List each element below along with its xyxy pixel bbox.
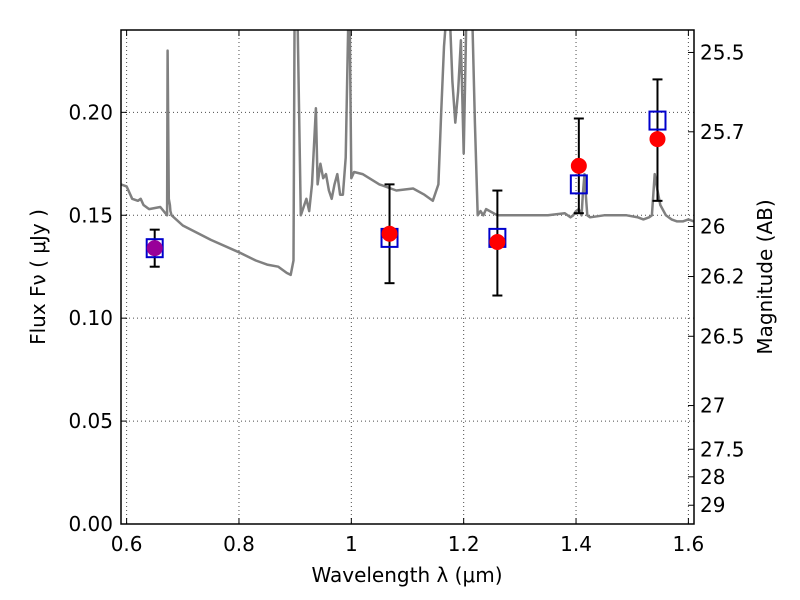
y-axis-left: 0.00 0.05 0.10 0.15 0.20 (68, 100, 127, 536)
x-tick-label: 1.2 (448, 532, 480, 556)
x-tick-label: 0.6 (111, 532, 143, 556)
y2-tick-label: 28 (700, 465, 725, 489)
y-tick-label: 0.15 (68, 203, 113, 227)
y-axis-right: 25.5 25.7 26 26.2 26.5 27 27.5 28 29 (688, 40, 745, 517)
model-spectrum-line (121, 30, 694, 277)
y2-tick-label: 29 (700, 493, 725, 517)
observed-photometry-point (649, 131, 666, 148)
x-tick-label: 1 (345, 532, 358, 556)
y2-tick-label: 25.5 (700, 40, 745, 64)
x-tick-label: 1.4 (560, 532, 592, 556)
y2-tick-label: 26.2 (700, 265, 745, 289)
y-axis-title: Flux Fν ( μJy ) (26, 209, 50, 345)
y2-tick-label: 27 (700, 394, 725, 418)
model-photometry-square (648, 110, 667, 131)
y2-axis-title: Magnitude (AB) (753, 199, 777, 354)
x-axis-title: Wavelength λ (μm) (311, 563, 502, 587)
y2-tick-label: 26.5 (700, 324, 745, 348)
y2-tick-label: 26 (700, 214, 725, 238)
y-tick-label: 0.00 (68, 512, 113, 536)
y-tick-label: 0.10 (68, 306, 113, 330)
x-tick-label: 0.8 (223, 532, 255, 556)
y-tick-label: 0.20 (68, 100, 113, 124)
y2-tick-label: 25.7 (700, 120, 745, 144)
observed-photometry-point (570, 157, 587, 174)
y2-tick-label: 27.5 (700, 437, 745, 461)
x-axis: 0.6 0.8 1 1.2 1.4 1.6 (111, 30, 704, 556)
plot-area-background (121, 30, 694, 524)
observed-photometry-point (381, 225, 398, 242)
model-photometry-square (569, 174, 588, 195)
y-tick-label: 0.05 (68, 409, 113, 433)
observed-photometry-point (146, 240, 163, 257)
x-tick-label: 1.6 (672, 532, 704, 556)
data-points-layer (145, 78, 667, 297)
observed-photometry-point (489, 234, 506, 251)
model-spectrum-layer (121, 30, 694, 277)
